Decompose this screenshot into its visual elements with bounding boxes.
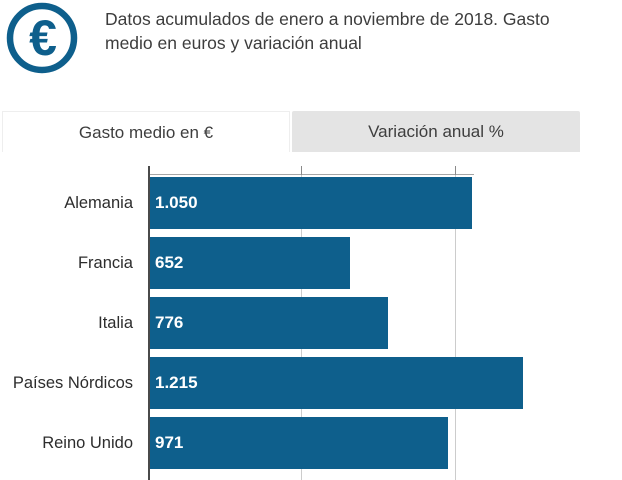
bar-reino-unido[interactable]: 971 xyxy=(150,417,448,469)
bar-value-label: 652 xyxy=(155,253,184,272)
axis-tick-1000 xyxy=(455,166,456,175)
bar-row: Italia 776 xyxy=(0,297,622,357)
tab-bar: Gasto medio en € Variación anual % xyxy=(2,111,580,152)
bar-value-label: 971 xyxy=(155,433,184,452)
bar-francia[interactable]: 652 xyxy=(150,237,350,289)
bar-value-label: 1.050 xyxy=(155,193,198,212)
tab-gasto-medio[interactable]: Gasto medio en € xyxy=(2,111,290,152)
category-label: Países Nórdicos xyxy=(12,374,133,392)
bar-value-label: 776 xyxy=(155,313,184,332)
euro-icon: € xyxy=(5,1,79,75)
bar-row: Alemania 1.050 xyxy=(0,177,622,237)
bar-rows: Alemania 1.050 Francia 652 Italia 776 Pa… xyxy=(0,177,622,477)
axis-tick-500 xyxy=(301,166,302,175)
bar-chart: Alemania 1.050 Francia 652 Italia 776 Pa… xyxy=(0,160,622,480)
category-axis-line xyxy=(148,166,150,480)
category-label: Alemania xyxy=(64,194,133,212)
category-label: Reino Unido xyxy=(42,434,133,452)
bar-row: Francia 652 xyxy=(0,237,622,297)
bar-value-label: 1.215 xyxy=(155,373,198,392)
bar-alemania[interactable]: 1.050 xyxy=(150,177,472,229)
svg-text:€: € xyxy=(29,10,57,66)
value-axis-line xyxy=(148,174,474,175)
category-label: Francia xyxy=(77,254,133,272)
category-label: Italia xyxy=(98,314,133,332)
bar-row: Reino Unido 971 xyxy=(0,417,622,477)
bar-row: Países Nórdicos 1.215 xyxy=(0,357,622,417)
bar-italia[interactable]: 776 xyxy=(150,297,388,349)
bar-paises-nordicos[interactable]: 1.215 xyxy=(150,357,523,409)
chart-title: Datos acumulados de enero a noviembre de… xyxy=(105,9,550,53)
tab-variacion-anual[interactable]: Variación anual % xyxy=(292,111,580,152)
widget-header: € Datos acumulados de enero a noviembre … xyxy=(0,0,622,75)
gridline-1000 xyxy=(455,174,456,480)
